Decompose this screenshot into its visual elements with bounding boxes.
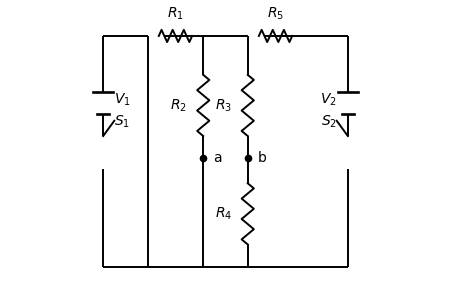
Text: $R_4$: $R_4$ [215, 206, 232, 222]
Text: $V_2$: $V_2$ [320, 92, 337, 108]
Text: $R_1$: $R_1$ [167, 6, 184, 22]
Text: b: b [258, 151, 267, 165]
Text: $V_1$: $V_1$ [114, 92, 131, 108]
Text: $S_1$: $S_1$ [114, 114, 130, 131]
Text: $R_3$: $R_3$ [216, 97, 232, 114]
Text: a: a [213, 151, 221, 165]
Text: $R_2$: $R_2$ [170, 97, 187, 114]
Text: $R_5$: $R_5$ [267, 6, 284, 22]
Text: $S_2$: $S_2$ [321, 114, 337, 131]
